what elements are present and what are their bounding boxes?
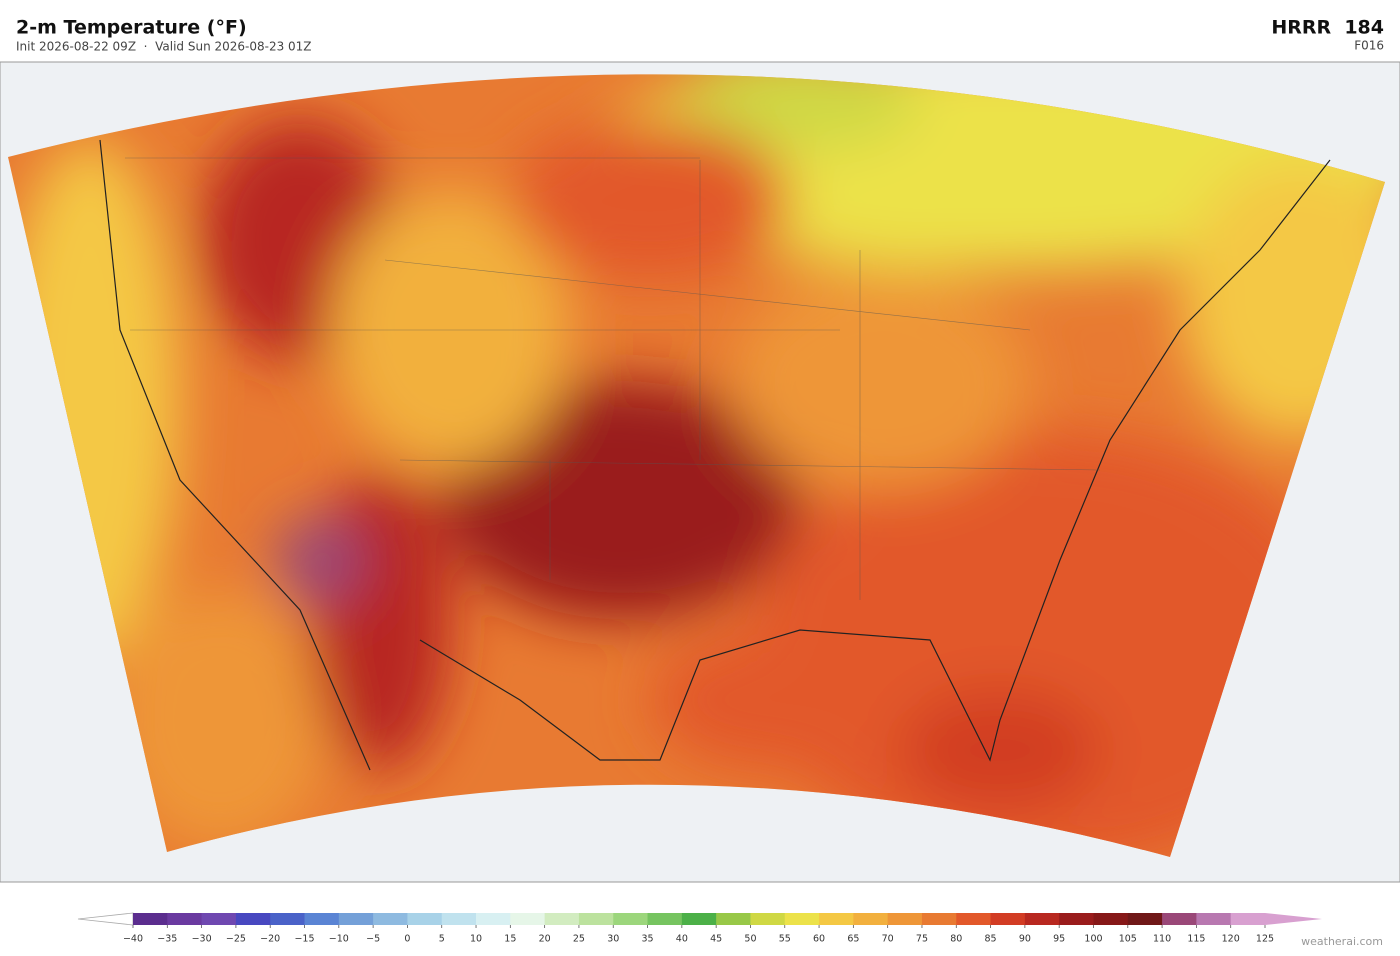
colorbar-bin <box>784 913 820 925</box>
colorbar-tick-label: 110 <box>1153 934 1171 945</box>
colorbar-bin <box>544 913 580 925</box>
coastline <box>99 139 1331 771</box>
subtitle: Init 2026-08-22 09Z · Valid Sun 2026-08-… <box>16 40 312 54</box>
colorbar-tick-label: 70 <box>882 934 894 945</box>
colorbar-tick-label: −40 <box>123 934 143 945</box>
colorbar-bin <box>956 913 992 925</box>
colorbar-bin <box>681 913 717 925</box>
colorbar-bin <box>716 913 751 925</box>
colorbar-tick-label: −10 <box>329 934 349 945</box>
colorbar-extend-min <box>77 912 134 926</box>
colorbar-tick-label: −20 <box>260 934 280 945</box>
colorbar: −40 −35 −30 −25 −20 −15 −10 −5 0 5 10 15 20 25 30 35 40 4… <box>77 912 1322 945</box>
colorbar-tick-label: 15 <box>504 934 516 945</box>
colorbar-bin <box>133 913 168 925</box>
colorbar-tick-label: 115 <box>1187 934 1205 945</box>
colorbar-tick-label: −5 <box>366 934 380 945</box>
colorbar-tick-label: 85 <box>985 934 997 945</box>
colorbar-bin <box>613 913 649 925</box>
colorbar-bin <box>201 913 237 925</box>
colorbar-bin <box>373 913 408 925</box>
colorbar-tick-label: 50 <box>744 934 756 945</box>
colorbar-tick-label: 90 <box>1019 934 1031 945</box>
colorbar-tick-label: 65 <box>847 934 859 945</box>
colorbar-tick-label: 20 <box>539 934 551 945</box>
colorbar-bin <box>1196 913 1232 925</box>
watermark: weatherai.com <box>1301 935 1383 948</box>
colorbar-bin <box>578 913 614 925</box>
colorbar-tick-label: 45 <box>710 934 722 945</box>
colorbar-bin <box>338 913 374 925</box>
colorbar-tick-label: 40 <box>676 934 688 945</box>
colorbar-tick-label: 10 <box>470 934 482 945</box>
colorbar-tick-label: 100 <box>1084 934 1102 945</box>
colorbar-bin <box>1162 913 1197 925</box>
colorbar-bin <box>1059 913 1094 925</box>
colorbar-tick-label: 95 <box>1053 934 1065 945</box>
colorbar-bin <box>990 913 1026 925</box>
colorbar-extend-max <box>1265 913 1322 925</box>
colorbar-bin <box>304 913 340 925</box>
colorbar-tick-label: −25 <box>226 934 246 945</box>
colorbar-tick-label: −30 <box>192 934 212 945</box>
colorbar-tick-label: 5 <box>439 934 445 945</box>
map <box>0 61 1400 883</box>
colorbar-tick-label: 120 <box>1222 934 1240 945</box>
colorbar-bin <box>407 913 443 925</box>
colorbar-bin <box>235 913 271 925</box>
colorbar-tick-label: −15 <box>294 934 314 945</box>
colorbar-tick-label: 55 <box>779 934 791 945</box>
title: 2-m Temperature (°F) <box>16 17 247 39</box>
colorbar-bin <box>647 913 683 925</box>
colorbar-bin <box>853 913 889 925</box>
colorbar-tick-label: 75 <box>916 934 928 945</box>
colorbar-tick-label: 80 <box>950 934 962 945</box>
colorbar-tick-label: 0 <box>404 934 410 945</box>
colorbar-bin <box>1024 913 1060 925</box>
colorbar-bin <box>887 913 923 925</box>
colorbar-bin <box>1230 913 1266 925</box>
colorbar-tick-label: 30 <box>607 934 619 945</box>
colorbar-bin <box>750 913 786 925</box>
colorbar-bin <box>1093 913 1129 925</box>
colorbar-bin <box>167 913 203 925</box>
colorbar-bin <box>441 913 477 925</box>
colorbar-tick-label: −35 <box>157 934 177 945</box>
colorbar-tick-label: 25 <box>573 934 585 945</box>
colorbar-bin <box>819 913 854 925</box>
borders <box>125 157 1101 600</box>
forecast-hour: F016 <box>1354 39 1384 53</box>
colorbar-bin <box>1127 913 1163 925</box>
colorbar-tick-label: 105 <box>1119 934 1137 945</box>
temperature-field <box>8 74 1385 858</box>
colorbar-tick-label: 60 <box>813 934 825 945</box>
colorbar-bin <box>476 913 511 925</box>
model: HRRR 184 <box>1271 17 1384 39</box>
colorbar-bin <box>510 913 546 925</box>
colorbar-tick-label: 125 <box>1256 934 1274 945</box>
colorbar-bin <box>270 913 306 925</box>
colorbar-tick-label: 35 <box>641 934 653 945</box>
colorbar-bin <box>921 913 957 925</box>
